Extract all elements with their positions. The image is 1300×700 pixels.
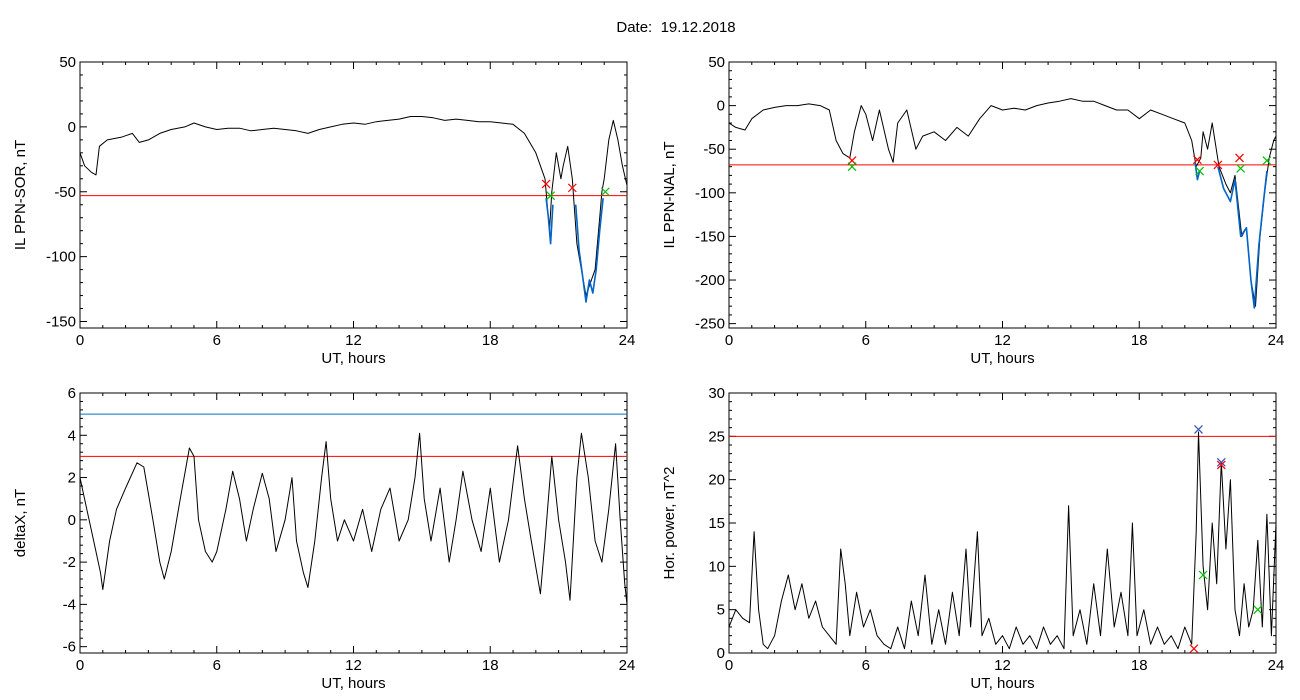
page-title: Date: 19.12.2018 <box>0 19 1300 36</box>
y-axis-label: Hor. power, nT^2 <box>661 467 678 580</box>
event-marker <box>1253 605 1263 615</box>
event-marker <box>847 162 857 172</box>
y-tick-label: -150 <box>695 228 725 245</box>
highlight-line <box>1217 166 1268 309</box>
event-marker <box>546 191 556 201</box>
x-tick-label: 12 <box>345 332 362 349</box>
event-marker <box>600 187 610 197</box>
y-tick-label: 25 <box>708 428 725 445</box>
y-tick-label: 20 <box>708 472 725 489</box>
y-axis-label: IL PPN-NAL, nT <box>661 142 678 249</box>
y-tick-label: 2 <box>68 470 76 487</box>
y-tick-label: -150 <box>46 314 76 331</box>
y-tick-label: -50 <box>703 141 725 158</box>
chart-p1: 0 6 12 18 24 -150 -100 -50 0 50 UT, hours IL PPN-SO… <box>12 54 635 367</box>
event-marker <box>1236 163 1246 173</box>
series-group <box>729 431 1276 650</box>
series-group <box>729 98 1276 309</box>
event-marker <box>541 179 551 189</box>
chart-p4: 0 6 12 18 24 0 5 10 15 20 25 30 UT, hours Hor. power,… <box>661 385 1284 692</box>
highlight-line <box>545 198 554 245</box>
event-marker <box>567 183 577 193</box>
y-tick-label: 0 <box>717 98 725 115</box>
x-tick-label: 6 <box>213 657 221 674</box>
x-tick-label: 12 <box>994 657 1011 674</box>
event-marker <box>1194 424 1203 434</box>
event-marker <box>1189 644 1199 654</box>
event-marker <box>1192 155 1202 165</box>
y-tick-label: -250 <box>695 316 725 333</box>
x-tick-label: 24 <box>619 332 636 349</box>
series-line <box>729 98 1276 307</box>
event-marker <box>1195 166 1205 176</box>
event-marker <box>1262 156 1272 165</box>
event-marker <box>1216 457 1226 467</box>
y-tick-label: -100 <box>695 185 725 202</box>
event-marker <box>1198 570 1208 580</box>
x-tick-label: 0 <box>725 657 733 674</box>
x-tick-label: 24 <box>619 657 636 674</box>
x-tick-label: 6 <box>862 332 870 349</box>
x-tick-label: 18 <box>1131 657 1148 674</box>
chart-p2: 0 6 12 18 24 -250 -200 -150 -100 -50 0 50 UT, hours I… <box>661 54 1284 367</box>
y-tick-label: 10 <box>708 558 725 575</box>
x-tick-label: 0 <box>725 332 733 349</box>
highlight-line <box>574 198 604 303</box>
plot-frame <box>79 61 628 329</box>
x-axis-label: UT, hours <box>321 675 385 692</box>
y-tick-label: -2 <box>63 554 76 571</box>
series-group <box>80 432 627 605</box>
y-tick-label: 50 <box>59 54 76 71</box>
series-group <box>80 116 627 303</box>
y-tick-label: 6 <box>68 385 76 402</box>
y-tick-label: 4 <box>68 427 76 444</box>
plot-frame <box>728 392 1277 654</box>
y-tick-label: 0 <box>68 119 76 136</box>
event-marker <box>1235 153 1244 163</box>
y-tick-label: -100 <box>46 249 76 266</box>
x-tick-label: 12 <box>345 657 362 674</box>
y-tick-label: 0 <box>717 645 725 662</box>
x-tick-label: 18 <box>482 657 499 674</box>
y-tick-label: 5 <box>717 602 725 619</box>
y-tick-label: -50 <box>54 184 76 201</box>
x-tick-label: 12 <box>994 332 1011 349</box>
series-line <box>80 432 627 605</box>
x-axis-label: UT, hours <box>970 350 1034 367</box>
date-value: 19.12.2018 <box>660 19 736 36</box>
x-tick-label: 18 <box>482 332 499 349</box>
x-axis-label: UT, hours <box>970 675 1034 692</box>
y-axis-label: deltaX, nT <box>12 489 29 557</box>
x-tick-label: 6 <box>213 332 221 349</box>
y-tick-label: 0 <box>68 512 76 529</box>
highlight-line <box>1194 162 1201 181</box>
y-tick-label: 30 <box>708 385 725 402</box>
event-marker <box>1213 160 1223 170</box>
series-line <box>729 431 1276 650</box>
y-tick-label: 50 <box>708 54 725 71</box>
event-marker <box>1216 460 1226 470</box>
x-tick-label: 0 <box>76 332 84 349</box>
y-tick-label: -200 <box>695 272 725 289</box>
x-tick-label: 18 <box>1131 332 1148 349</box>
x-axis-label: UT, hours <box>321 350 385 367</box>
plot-frame <box>79 392 628 654</box>
y-tick-label: -4 <box>63 596 76 613</box>
series-line <box>80 116 627 297</box>
y-tick-label: -6 <box>63 639 76 656</box>
x-tick-label: 24 <box>1268 332 1285 349</box>
y-axis-label: IL PPN-SOR, nT <box>12 140 29 250</box>
x-tick-label: 24 <box>1268 657 1285 674</box>
date-label: Date: <box>616 19 653 36</box>
plot-frame <box>728 61 1277 329</box>
x-tick-label: 0 <box>76 657 84 674</box>
x-tick-label: 6 <box>862 657 870 674</box>
y-tick-label: 15 <box>708 515 725 532</box>
